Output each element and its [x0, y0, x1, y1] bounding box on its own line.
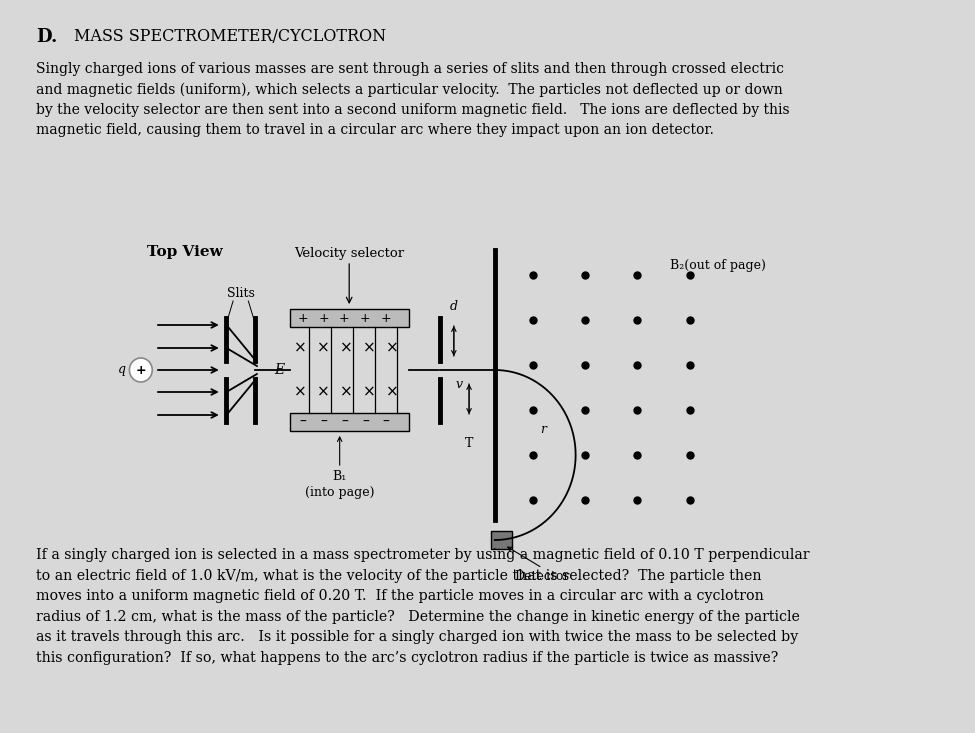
Text: MASS SPECTROMETER/CYCLOTRON: MASS SPECTROMETER/CYCLOTRON — [74, 28, 386, 45]
Text: Velocity selector: Velocity selector — [294, 247, 405, 260]
Text: ×: × — [386, 385, 399, 399]
Text: ×: × — [294, 341, 307, 356]
Text: q: q — [118, 364, 126, 377]
Text: ×: × — [340, 341, 353, 356]
Text: T: T — [465, 437, 473, 450]
Text: +: + — [360, 312, 370, 325]
Text: ×: × — [294, 385, 307, 399]
Text: B₁: B₁ — [332, 470, 347, 483]
Bar — [491, 531, 512, 549]
Text: ×: × — [363, 341, 375, 356]
Text: ×: × — [317, 385, 330, 399]
Text: d: d — [449, 300, 458, 313]
Text: Detector: Detector — [515, 570, 570, 583]
Text: E: E — [274, 363, 285, 377]
Text: Slits: Slits — [227, 287, 254, 300]
Text: +: + — [381, 312, 392, 325]
Text: –: – — [299, 415, 306, 429]
Text: –: – — [341, 415, 348, 429]
Circle shape — [130, 358, 152, 382]
Text: Singly charged ions of various masses are sent through a series of slits and the: Singly charged ions of various masses ar… — [36, 62, 790, 137]
Text: (into page): (into page) — [305, 486, 374, 499]
Text: ×: × — [317, 341, 330, 356]
Text: r: r — [540, 423, 546, 436]
Text: +: + — [297, 312, 308, 325]
Text: B₂(out of page): B₂(out of page) — [671, 259, 766, 271]
Text: If a singly charged ion is selected in a mass spectrometer by using a magnetic f: If a singly charged ion is selected in a… — [36, 548, 809, 665]
Text: +: + — [136, 364, 146, 377]
Text: –: – — [362, 415, 369, 429]
Text: D.: D. — [36, 28, 58, 46]
Bar — [291, 413, 410, 431]
Text: ×: × — [363, 385, 375, 399]
Bar — [291, 309, 410, 327]
Text: +: + — [339, 312, 350, 325]
Text: +: + — [318, 312, 329, 325]
Text: v: v — [455, 378, 462, 391]
Text: –: – — [383, 415, 390, 429]
Text: ×: × — [386, 341, 399, 356]
Text: ×: × — [340, 385, 353, 399]
Text: Top View: Top View — [147, 245, 223, 259]
Text: –: – — [320, 415, 327, 429]
